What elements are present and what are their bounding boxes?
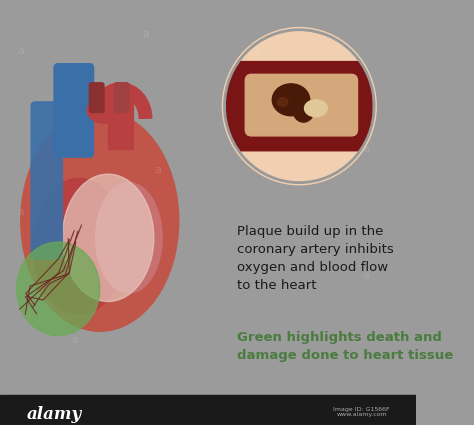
Ellipse shape — [33, 178, 125, 314]
FancyBboxPatch shape — [54, 64, 93, 157]
Text: Image ID: G1566F
www.alamy.com: Image ID: G1566F www.alamy.com — [333, 407, 390, 417]
Text: a: a — [142, 29, 149, 39]
Ellipse shape — [17, 242, 100, 335]
Ellipse shape — [21, 110, 179, 331]
FancyBboxPatch shape — [245, 74, 357, 136]
Bar — [0, 395, 416, 425]
Ellipse shape — [277, 98, 288, 106]
Bar — [108, 98, 133, 149]
Ellipse shape — [87, 98, 120, 123]
FancyBboxPatch shape — [31, 102, 63, 259]
Text: alamy: alamy — [27, 405, 82, 422]
Text: Green highlights death and
damage done to heart tissue: Green highlights death and damage done t… — [237, 331, 453, 362]
Ellipse shape — [96, 183, 162, 293]
Ellipse shape — [304, 100, 328, 117]
FancyBboxPatch shape — [90, 83, 104, 113]
Text: a: a — [267, 165, 273, 175]
Ellipse shape — [63, 174, 154, 301]
Text: a: a — [363, 144, 369, 154]
Text: a: a — [18, 207, 24, 217]
Text: a: a — [72, 335, 78, 345]
Text: a: a — [255, 46, 261, 56]
Text: a: a — [18, 46, 24, 56]
Text: a: a — [155, 165, 162, 175]
Ellipse shape — [272, 84, 310, 116]
Ellipse shape — [293, 99, 314, 122]
FancyBboxPatch shape — [114, 83, 129, 113]
FancyBboxPatch shape — [227, 62, 372, 151]
Circle shape — [222, 28, 376, 185]
Text: Plaque build up in the
coronary artery inhibits
oxygen and blood flow
to the hea: Plaque build up in the coronary artery i… — [237, 225, 394, 292]
Text: a: a — [363, 271, 369, 281]
